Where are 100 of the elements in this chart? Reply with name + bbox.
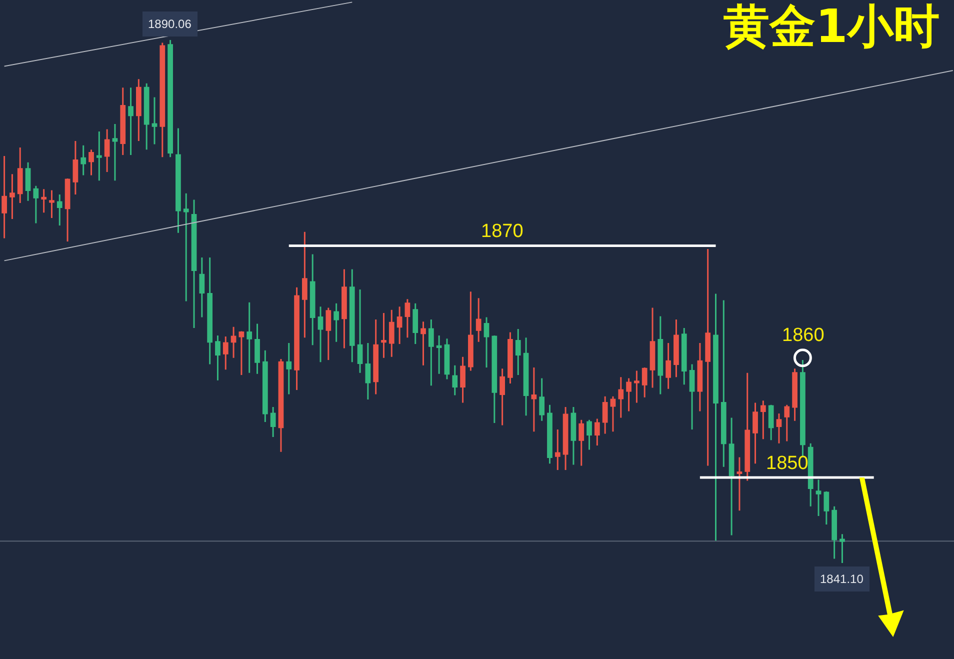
candlestick — [183, 192, 189, 302]
candlestick — [610, 396, 616, 432]
candlestick — [222, 336, 228, 370]
candlestick — [254, 322, 260, 375]
candlestick — [152, 96, 158, 146]
candlestick — [56, 194, 62, 226]
candlestick — [832, 506, 838, 560]
candlestick — [2, 155, 7, 240]
candlestick — [310, 254, 316, 346]
candlestick — [144, 82, 150, 150]
candlestick — [396, 306, 402, 345]
candlestick — [420, 320, 426, 366]
candlestick — [49, 189, 54, 219]
candlestick — [41, 188, 47, 214]
candlestick — [626, 377, 632, 412]
candlestick — [697, 342, 703, 412]
candlestick — [500, 368, 505, 426]
candlestick — [492, 334, 498, 424]
candlestick — [412, 302, 418, 345]
candlestick — [602, 396, 608, 434]
candlestick — [381, 312, 386, 359]
candlestick — [160, 42, 166, 158]
candlestick — [120, 86, 126, 156]
candlestick — [72, 140, 78, 196]
candlestick — [744, 372, 750, 482]
candlestick — [808, 442, 814, 508]
candlestick — [752, 402, 758, 464]
candlestick — [246, 302, 252, 374]
candlestick — [666, 342, 671, 390]
candlestick — [618, 376, 624, 418]
candlestick — [554, 428, 560, 471]
candlestick — [768, 404, 774, 441]
candlestick — [302, 231, 308, 338]
candlestick — [168, 39, 173, 158]
candlestick — [460, 356, 466, 404]
candlestick — [207, 256, 213, 366]
candlestick — [349, 268, 355, 363]
candlestick — [342, 268, 347, 350]
candlestick — [128, 86, 134, 156]
candlestick — [736, 456, 742, 512]
candlestick — [365, 342, 371, 400]
candlestick — [136, 78, 142, 142]
candlestick — [436, 334, 442, 375]
candlestick — [286, 342, 292, 395]
candlestick — [650, 306, 656, 389]
candlestick — [334, 302, 339, 343]
candlestick — [674, 318, 679, 378]
candlestick — [357, 288, 363, 374]
candlestick — [112, 123, 118, 182]
candlestick — [515, 328, 521, 376]
candlestick — [199, 256, 205, 318]
candlestick — [508, 332, 513, 384]
candlestick — [484, 316, 490, 368]
candlestick — [728, 416, 734, 536]
annotation: 1841.10 — [820, 572, 864, 586]
candlestick — [326, 306, 332, 361]
candlestick — [776, 412, 782, 444]
candlestick — [705, 248, 711, 467]
candlestick — [760, 400, 766, 440]
annotation: 1870 — [481, 221, 524, 242]
candlestick — [238, 330, 244, 376]
candlestick — [578, 419, 584, 467]
candlestick — [539, 377, 545, 422]
candlestick — [476, 297, 482, 343]
candlestick — [80, 144, 86, 176]
candlestick — [10, 173, 15, 220]
candlestick — [720, 299, 726, 468]
annotation: 1890.06 — [148, 17, 192, 31]
candlestick — [452, 364, 458, 396]
candlestick — [792, 368, 798, 422]
candlestick — [531, 366, 537, 432]
candlestick — [262, 350, 268, 423]
candlestick — [658, 315, 664, 395]
candlestick — [404, 298, 410, 338]
candlestick — [681, 327, 687, 386]
candlestick — [816, 478, 822, 517]
candlestick — [176, 127, 181, 234]
candlestick — [278, 358, 284, 453]
candlestick — [25, 162, 31, 202]
candlestick — [594, 418, 600, 446]
candlestick — [17, 146, 23, 204]
candlestick — [642, 366, 648, 398]
candlestick — [215, 334, 220, 382]
candlestick — [562, 406, 568, 471]
candlestick — [523, 336, 529, 416]
candlestick — [230, 326, 236, 359]
candlestick — [824, 490, 830, 526]
candlestick — [318, 306, 324, 363]
candlestick — [33, 185, 39, 224]
candlestick — [444, 338, 450, 380]
candlestick — [88, 148, 94, 176]
candlestick — [468, 290, 474, 372]
candlestick — [570, 406, 576, 466]
candlestick — [191, 199, 197, 329]
annotation: 1860 — [782, 325, 824, 346]
chart-title: 黄金1小时 — [724, 0, 940, 54]
candlestick — [373, 318, 379, 395]
candlestick — [96, 130, 102, 182]
candlestick — [713, 293, 718, 542]
candlestick — [784, 404, 790, 442]
